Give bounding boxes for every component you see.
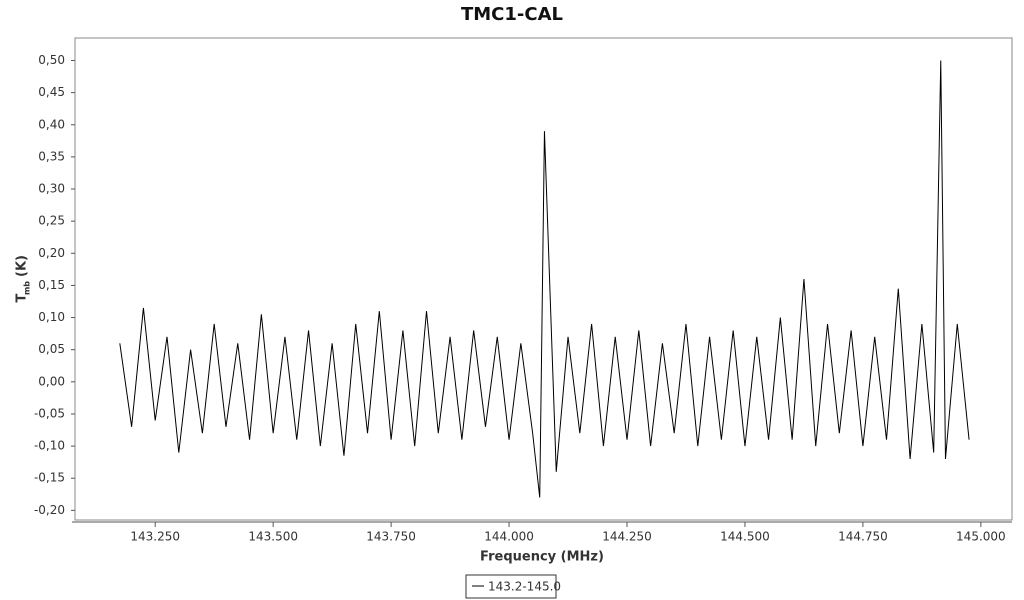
y-tick-label: 0,35 <box>38 149 65 163</box>
legend <box>465 574 557 599</box>
x-tick-label: 145.000 <box>956 530 1006 544</box>
x-tick-label: 143.250 <box>130 530 180 544</box>
x-tick-label: 144.000 <box>484 530 534 544</box>
y-tick-label: -0,05 <box>34 406 65 420</box>
y-tick-label: -0,15 <box>34 471 65 485</box>
y-tick-label: 0,40 <box>38 117 65 131</box>
y-tick-label: 0,25 <box>38 214 65 228</box>
y-tick-label: -0,10 <box>34 439 65 453</box>
x-axis-label: Frequency (MHz) <box>480 550 604 565</box>
x-tick-label: 143.750 <box>366 530 416 544</box>
y-tick-label: -0,20 <box>34 503 65 517</box>
y-tick-label: 0,50 <box>38 53 65 67</box>
y-tick-label: 0,30 <box>38 182 65 196</box>
y-tick-label: 0,15 <box>38 278 65 292</box>
series-line <box>119 60 970 498</box>
y-tick-label: 0,05 <box>38 342 65 356</box>
y-tick-label: 0,00 <box>38 374 65 388</box>
y-axis-label: T mb (K) <box>15 255 32 302</box>
y-label-main: T <box>15 293 30 302</box>
y-label-unit: (K) <box>15 255 30 277</box>
legend-label: 143.2-145.0 <box>488 580 561 594</box>
x-tick-label: 144.500 <box>720 530 770 544</box>
plot-frame <box>74 37 1013 521</box>
y-tick-label: 0,20 <box>38 246 65 260</box>
y-tick-label: 0,10 <box>38 310 65 324</box>
chart-title: TMC1-CAL <box>461 4 563 25</box>
x-tick-label: 144.250 <box>602 530 652 544</box>
x-tick-label: 144.750 <box>838 530 888 544</box>
y-label-sub: mb <box>23 281 32 295</box>
x-tick-label: 143.500 <box>248 530 298 544</box>
y-tick-label: 0,45 <box>38 85 65 99</box>
